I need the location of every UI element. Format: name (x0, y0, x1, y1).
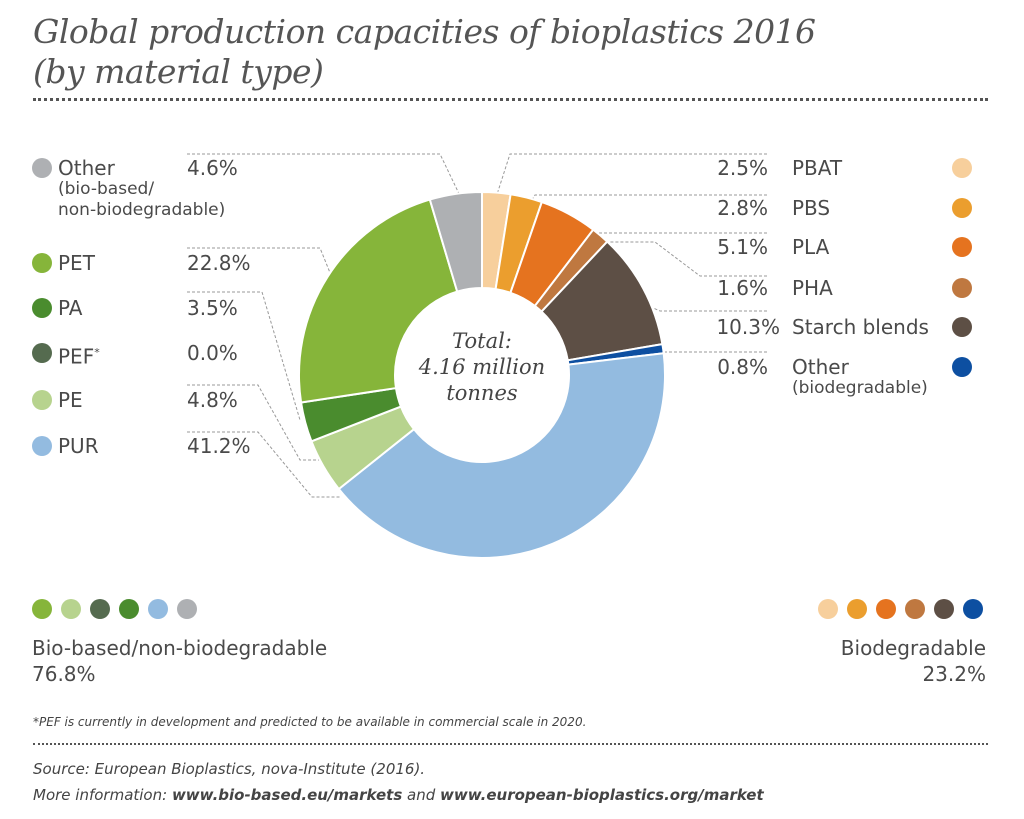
legend-label-pha: PHA (792, 276, 833, 300)
legend-dot-other-biobased (32, 158, 52, 178)
legend-dot-pha (952, 278, 972, 298)
slice-pur (337, 352, 667, 559)
more-info: More information: www.bio-based.eu/marke… (33, 786, 764, 804)
biodegradable-group-value: 23.2% (922, 662, 986, 686)
biobased-group-value: 76.8% (32, 662, 96, 686)
total-label: Total: 4.16 million tonnes (392, 328, 572, 406)
legend-value-pla: 5.1% (717, 235, 768, 259)
group-dot (148, 599, 168, 619)
legend-label-pe: PE (58, 388, 83, 412)
link-bio-based[interactable]: www.bio-based.eu/markets (171, 786, 403, 804)
footer-divider (33, 743, 988, 745)
legend-dot-pbat (952, 158, 972, 178)
biobased-group: Bio-based/non-biodegradable 76.8% (32, 635, 327, 687)
divider (33, 98, 988, 101)
legend-label-pur: PUR (58, 434, 99, 458)
legend-value-pur: 41.2% (187, 434, 251, 458)
legend-value-pef: 0.0% (187, 341, 238, 365)
source-text: Source: European Bioplastics, nova-Insti… (33, 760, 426, 778)
biodegradable-group: Biodegradable 23.2% (841, 635, 986, 687)
legend-value-pha: 1.6% (717, 276, 768, 300)
group-dot (90, 599, 110, 619)
legend-label-pet: PET (58, 251, 95, 275)
chart-title: Global production capacities of bioplast… (33, 12, 816, 92)
group-dot (818, 599, 838, 619)
group-dot (119, 599, 139, 619)
legend-dot-pla (952, 237, 972, 257)
leader-lines (187, 153, 767, 498)
group-dot (32, 599, 52, 619)
legend-value-pet: 22.8% (187, 251, 251, 275)
group-dot (934, 599, 954, 619)
legend-dot-other-biodeg (952, 357, 972, 377)
legend-dot-pa (32, 298, 52, 318)
legend-value-pbs: 2.8% (717, 196, 768, 220)
more-info-prefix: More information: (33, 786, 172, 804)
group-dot (61, 599, 81, 619)
legend-dot-pbs (952, 198, 972, 218)
group-dot (847, 599, 867, 619)
group-dot (177, 599, 197, 619)
legend-dot-pe (32, 390, 52, 410)
donut-chart (187, 153, 767, 559)
legend-label-pbat: PBAT (792, 156, 843, 180)
total-line3: tonnes (446, 381, 518, 405)
legend-value-starch: 10.3% (716, 315, 780, 339)
legend-label-pef: PEF* (58, 344, 100, 369)
legend-value-other-biobased: 4.6% (187, 156, 238, 180)
total-line2: 4.16 million (418, 355, 546, 379)
legend-label-pa: PA (58, 296, 83, 320)
slice-pet (298, 198, 459, 404)
legend-label-other-biobased: Other (bio-based/ non-biodegradable) (58, 156, 226, 220)
legend-dot-starch (952, 317, 972, 337)
legend-value-other-biodeg: 0.8% (717, 355, 768, 379)
subtitle-line: (by material type) (33, 52, 324, 91)
group-dot (876, 599, 896, 619)
legend-label-other-biodeg: Other (biodegradable) (792, 355, 928, 398)
total-line1: Total: (452, 329, 512, 353)
biodegradable-group-label: Biodegradable (840, 636, 986, 660)
group-dot (963, 599, 983, 619)
group-dot (905, 599, 925, 619)
legend-dot-pet (32, 253, 52, 273)
legend-dot-pur (32, 436, 52, 456)
legend-label-pla: PLA (792, 235, 830, 259)
link-european-bioplastics[interactable]: www.european-bioplastics.org/market (440, 786, 764, 804)
legend-dot-pef (32, 343, 52, 363)
biobased-group-label: Bio-based/non-biodegradable (32, 636, 328, 660)
legend-value-pbat: 2.5% (717, 156, 768, 180)
legend-value-pa: 3.5% (187, 296, 238, 320)
legend-label-pbs: PBS (792, 196, 831, 220)
slice-other-bio-based (428, 190, 483, 293)
legend-value-pe: 4.8% (187, 388, 238, 412)
title-line: Global production capacities of bioplast… (33, 12, 816, 51)
legend-label-starch: Starch blends (792, 315, 929, 339)
more-info-and: and (402, 786, 441, 804)
footnote: *PEF is currently in development and pre… (33, 715, 587, 729)
